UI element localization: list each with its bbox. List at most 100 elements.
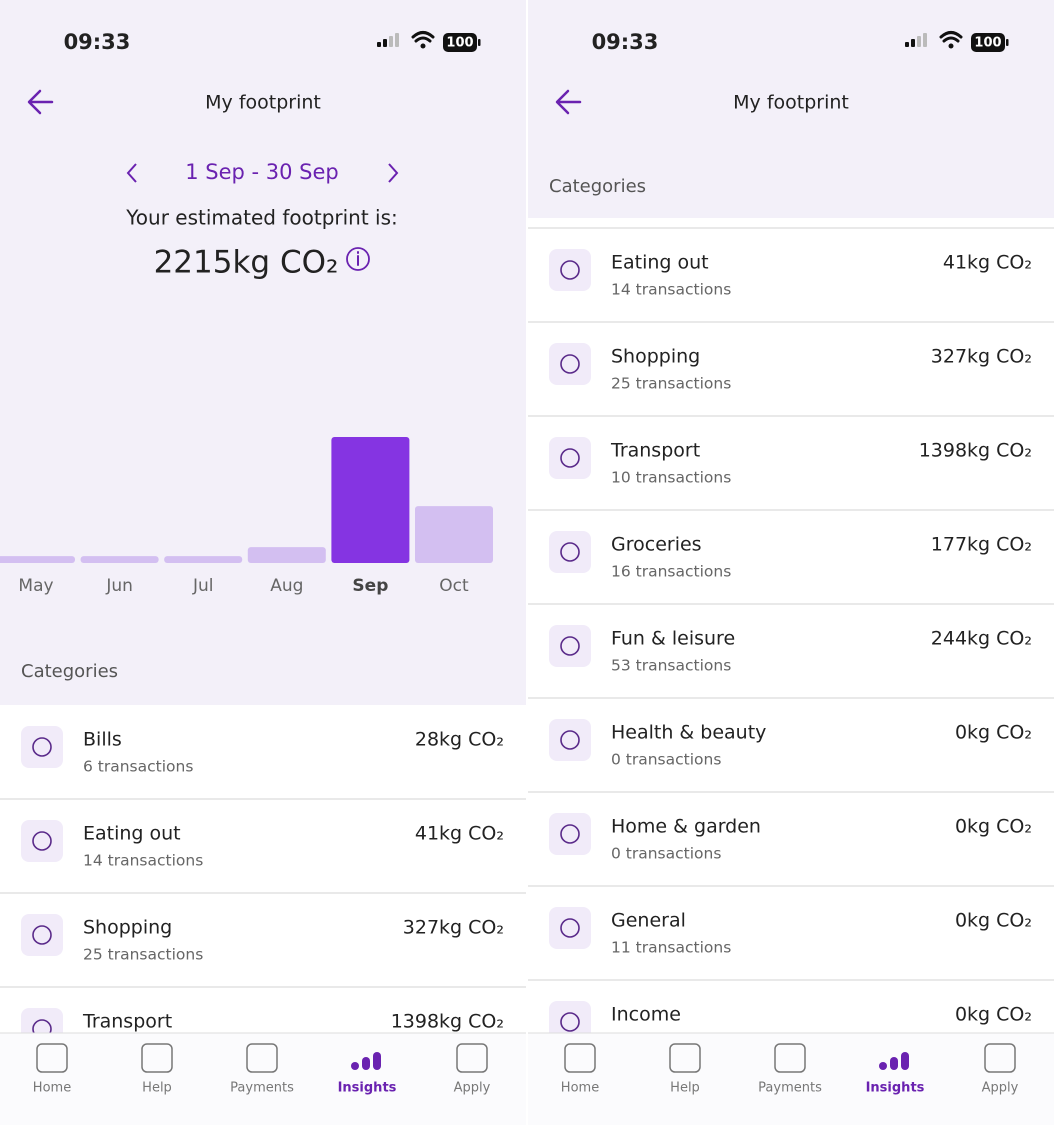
nav-item[interactable]: Payments bbox=[230, 1043, 294, 1096]
category-row[interactable]: Bills 6 transactions 28kg CO₂ bbox=[0, 726, 526, 800]
category-row[interactable]: Groceries 16 transactions 177kg CO₂ bbox=[528, 531, 1054, 605]
category-transactions: 11 transactions bbox=[611, 939, 731, 957]
month-label[interactable]: Oct bbox=[439, 576, 469, 596]
category-icon-box bbox=[549, 343, 591, 385]
categories-heading: Categories bbox=[21, 661, 118, 682]
category-transactions: 0 transactions bbox=[611, 751, 721, 769]
category-icon bbox=[560, 260, 580, 280]
category-row[interactable]: Shopping 25 transactions 327kg CO₂ bbox=[528, 343, 1054, 417]
category-transactions: 25 transactions bbox=[83, 946, 203, 964]
category-icon-box bbox=[549, 249, 591, 291]
footprint-total: 2215kg CO₂ bbox=[154, 245, 339, 281]
category-amount: 0kg CO₂ bbox=[955, 910, 1032, 932]
status-time: 09:33 bbox=[592, 30, 659, 54]
category-icon bbox=[560, 730, 580, 750]
category-transactions: 14 transactions bbox=[83, 852, 203, 870]
category-row[interactable]: General 11 transactions 0kg CO₂ bbox=[528, 907, 1054, 981]
info-icon[interactable] bbox=[346, 247, 370, 271]
month-label[interactable]: Sep bbox=[352, 576, 388, 596]
category-row[interactable]: Health & beauty 0 transactions 0kg CO₂ bbox=[528, 719, 1054, 793]
month-label[interactable]: Aug bbox=[270, 576, 303, 596]
bar bbox=[247, 547, 326, 563]
month-label[interactable]: Jul bbox=[192, 576, 214, 596]
category-name: Eating out bbox=[83, 823, 181, 845]
nav-label: Home bbox=[561, 1081, 599, 1096]
signal-bar bbox=[383, 39, 387, 47]
category-icon-box bbox=[21, 914, 63, 956]
signal-bar bbox=[923, 33, 927, 47]
category-name: General bbox=[611, 910, 686, 932]
nav-item[interactable]: Help bbox=[141, 1043, 173, 1096]
category-transactions: 25 transactions bbox=[611, 375, 731, 393]
insights-icon-bar bbox=[890, 1057, 898, 1070]
category-amount: 0kg CO₂ bbox=[955, 1004, 1032, 1026]
wifi-icon bbox=[411, 31, 435, 43]
prev-period[interactable] bbox=[126, 163, 137, 183]
category-transactions: 0 transactions bbox=[611, 845, 721, 863]
nav-label: Payments bbox=[230, 1081, 294, 1096]
battery-level: 100 bbox=[974, 36, 1001, 51]
nav-icon bbox=[141, 1043, 173, 1073]
category-row[interactable]: Fun & leisure 53 transactions 244kg CO₂ bbox=[528, 625, 1054, 699]
nav-icon bbox=[564, 1043, 596, 1073]
battery-cap bbox=[478, 39, 481, 46]
category-transactions: 16 transactions bbox=[611, 563, 731, 581]
category-icon-box bbox=[21, 726, 63, 768]
nav-icon bbox=[984, 1043, 1016, 1073]
wifi-icon bbox=[939, 31, 963, 43]
month-label[interactable]: May bbox=[18, 576, 53, 596]
back-button[interactable] bbox=[27, 89, 54, 115]
battery bbox=[971, 33, 1005, 52]
month-label[interactable]: Jun bbox=[105, 576, 133, 596]
nav-icon bbox=[456, 1043, 488, 1073]
footprint-label: Your estimated footprint is: bbox=[125, 206, 398, 230]
nav-label: Help bbox=[142, 1081, 172, 1096]
category-amount: 41kg CO₂ bbox=[943, 252, 1032, 274]
nav-item[interactable]: Home bbox=[561, 1043, 599, 1096]
category-row[interactable]: Income 0kg CO₂ bbox=[528, 1001, 1054, 1074]
category-amount: 1398kg CO₂ bbox=[919, 440, 1032, 462]
next-period[interactable] bbox=[388, 163, 399, 183]
category-row[interactable]: Eating out 14 transactions 41kg CO₂ bbox=[528, 249, 1054, 323]
category-row[interactable]: Shopping 25 transactions 327kg CO₂ bbox=[0, 914, 526, 988]
nav-bar bbox=[0, 1033, 526, 1125]
category-icon-box bbox=[549, 437, 591, 479]
category-icon bbox=[560, 542, 580, 562]
nav-item[interactable]: Insights bbox=[866, 1052, 925, 1096]
nav-label: Payments bbox=[758, 1081, 822, 1096]
nav-item[interactable]: Insights bbox=[338, 1052, 397, 1096]
category-name: Transport bbox=[610, 440, 700, 462]
category-row[interactable]: Eating out 14 transactions 41kg CO₂ bbox=[0, 820, 526, 894]
nav-item[interactable]: Apply bbox=[982, 1043, 1019, 1096]
nav-item[interactable]: Help bbox=[669, 1043, 701, 1096]
category-name: Shopping bbox=[611, 346, 700, 368]
nav-icon bbox=[36, 1043, 68, 1073]
category-icon-box bbox=[549, 719, 591, 761]
category-row[interactable]: Transport 10 transactions 1398kg CO₂ bbox=[528, 437, 1054, 511]
category-name: Income bbox=[611, 1004, 681, 1026]
category-amount: 0kg CO₂ bbox=[955, 816, 1032, 838]
battery bbox=[443, 33, 477, 52]
category-amount: 41kg CO₂ bbox=[415, 823, 504, 845]
category-name: Health & beauty bbox=[611, 722, 766, 744]
back-button[interactable] bbox=[555, 89, 582, 115]
category-transactions: 6 transactions bbox=[83, 758, 193, 776]
nav-icon bbox=[246, 1043, 278, 1073]
category-amount: 244kg CO₂ bbox=[931, 628, 1032, 650]
signal-bar bbox=[905, 42, 909, 47]
signal-bar bbox=[389, 36, 393, 47]
category-name: Shopping bbox=[83, 917, 172, 939]
nav-icon bbox=[669, 1043, 701, 1073]
phone-screen: 09:33 100 My footprint 1 Sep - 30 Sep Your e… bbox=[0, 0, 526, 1125]
nav-item[interactable]: Home bbox=[33, 1043, 71, 1096]
insights-icon-bar bbox=[373, 1052, 381, 1070]
category-icon bbox=[32, 737, 52, 757]
category-row[interactable]: Home & garden 0 transactions 0kg CO₂ bbox=[528, 813, 1054, 887]
nav-item[interactable]: Apply bbox=[454, 1043, 491, 1096]
battery-cap bbox=[1006, 39, 1009, 46]
bar bbox=[0, 556, 75, 563]
nav-item[interactable]: Payments bbox=[758, 1043, 822, 1096]
category-transactions: 10 transactions bbox=[611, 469, 731, 487]
category-transactions: 14 transactions bbox=[611, 281, 731, 299]
